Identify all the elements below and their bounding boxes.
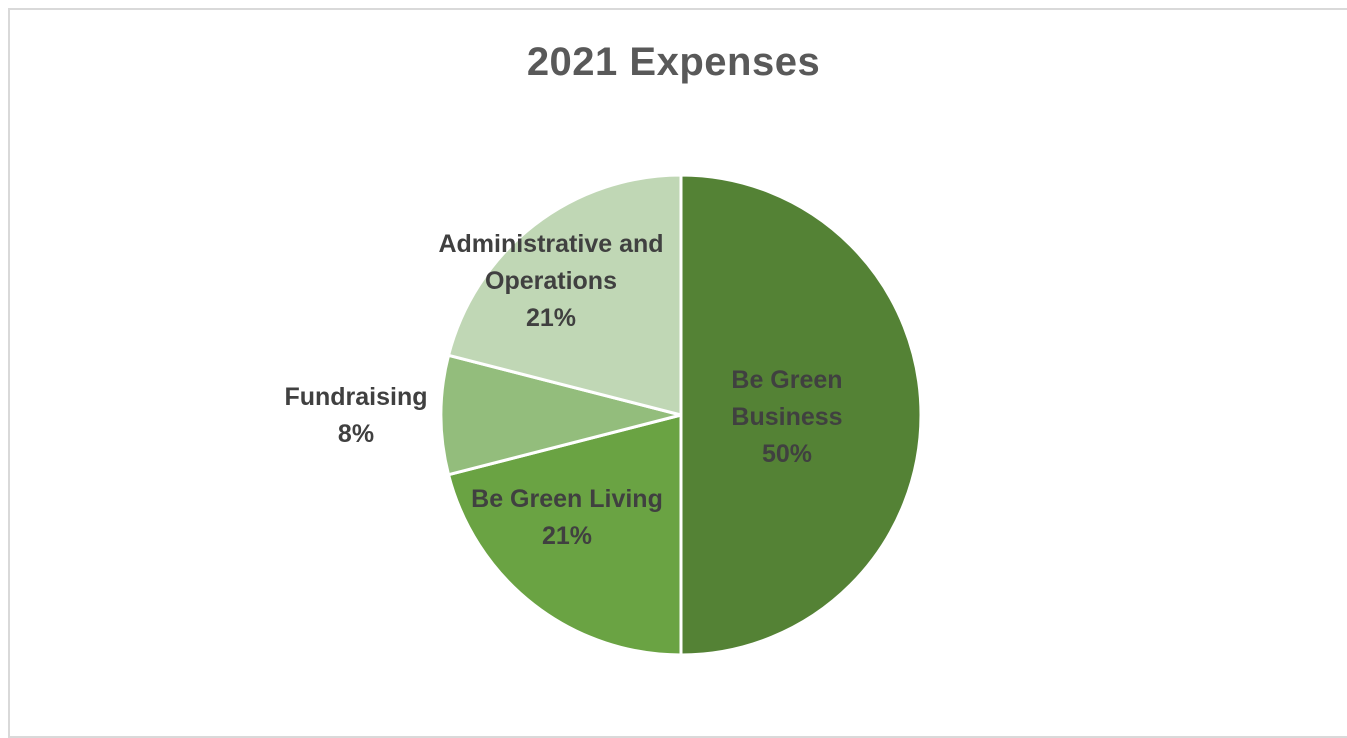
slice-label: Administrative and Operations 21% <box>438 230 663 332</box>
slice-label: Be Green Living 21% <box>471 485 663 550</box>
slice-label: Be Green Business 50% <box>731 366 842 468</box>
slice-label: Fundraising 8% <box>284 383 427 448</box>
pie-slice <box>439 353 683 477</box>
pie-slice <box>679 173 923 657</box>
slice-category-label: Administrative and <box>438 230 663 258</box>
slice-category-label: Business <box>731 403 842 431</box>
slice-category-label: Be Green <box>731 366 842 394</box>
slice-percent-label: 21% <box>542 522 592 550</box>
slice-percent-label: 50% <box>762 440 812 468</box>
slice-percent-label: 21% <box>526 304 576 332</box>
slice-category-label: Operations <box>485 267 617 295</box>
slice-percent-label: 8% <box>338 420 374 448</box>
pie-slice <box>447 173 683 417</box>
chart-title: 2021 Expenses <box>526 40 821 84</box>
slice-category-label: Fundraising <box>284 383 427 411</box>
pie-slice <box>447 413 683 657</box>
slice-category-label: Be Green Living <box>471 485 663 513</box>
